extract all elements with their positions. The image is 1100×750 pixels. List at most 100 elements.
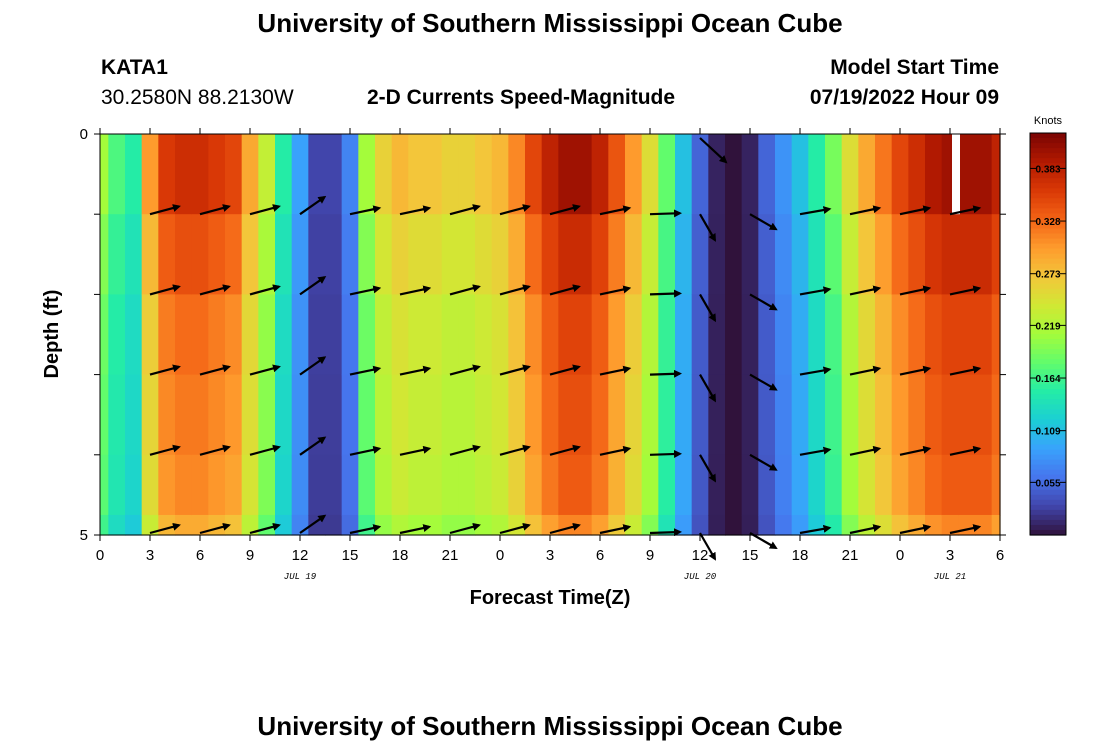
current-vector [399, 365, 432, 376]
heatmap-cell [175, 294, 193, 376]
heatmap-cell [925, 214, 943, 295]
heatmap-cell [691, 214, 709, 295]
heatmap-cell [491, 514, 509, 536]
heatmap-cell [791, 454, 809, 516]
colorbar-segment [1030, 384, 1066, 390]
heatmap-cell [391, 134, 409, 215]
current-vector [549, 284, 581, 296]
heatmap-cell [908, 374, 926, 456]
current-vector [249, 204, 281, 216]
heatmap-cell [891, 514, 909, 536]
heatmap-cell [758, 294, 776, 376]
heatmap-cell [608, 214, 626, 295]
current-vector [799, 286, 832, 296]
colorbar-segment [1030, 288, 1066, 295]
current-vector [599, 524, 632, 535]
current-vector [749, 373, 778, 391]
heatmap-cell [158, 214, 176, 295]
colorbar-segment [1030, 298, 1066, 305]
heatmap-cell [641, 294, 659, 376]
heatmap-cell [775, 214, 793, 295]
heatmap-cell [625, 214, 643, 295]
colorbar-segment [1030, 173, 1066, 179]
heatmap-cell [100, 214, 109, 295]
heatmap-cell [508, 134, 526, 215]
heatmap-cell [475, 294, 493, 376]
heatmap-cell [375, 454, 393, 516]
x-axis: 0 3 6 9 12 15 18 21 0 3 6 9 12 15 18 21 0 3 6 JUL 19 JUL 20 J… [96, 128, 1004, 582]
colorbar-segment [1030, 243, 1066, 250]
heatmap-cell [225, 134, 243, 215]
current-vector [899, 205, 932, 216]
heatmap-cell [608, 134, 626, 215]
heatmap-cell [658, 294, 676, 376]
heatmap-cell [941, 294, 959, 376]
heatmap-cell [458, 214, 476, 295]
heatmap-cell [475, 454, 493, 516]
model-start-time: 07/19/2022 Hour 09 [809, 86, 999, 109]
heatmap-cell [275, 374, 293, 456]
heatmap-cell [741, 134, 759, 215]
colorbar-segment [1030, 394, 1066, 400]
x-tick-label: 6 [996, 547, 1004, 564]
heatmap-cell [108, 294, 126, 376]
heatmap-cell [391, 454, 409, 516]
current-vector [899, 365, 932, 376]
colorbar-segment [1030, 203, 1066, 209]
current-vector [199, 204, 231, 216]
colorbar-segment [1030, 158, 1066, 164]
heatmap-cell [858, 514, 876, 536]
heatmap-cell [675, 294, 693, 376]
colorbar-segment [1030, 389, 1066, 395]
colorbar-segment [1030, 414, 1066, 421]
heatmap-cell [358, 374, 376, 456]
heatmap-cell [408, 214, 426, 295]
heatmap-cell [258, 214, 276, 295]
current-vector [599, 365, 632, 376]
heatmap-cell [408, 294, 426, 376]
heatmap-cell [558, 514, 576, 536]
colorbar-segment [1030, 484, 1066, 491]
heatmap-cell [875, 294, 893, 376]
current-vector [949, 365, 982, 376]
heatmap-cell [458, 454, 476, 516]
current-vector [349, 285, 382, 296]
current-vector [449, 284, 481, 296]
heatmap-cell [841, 214, 859, 295]
heatmap-cell [891, 214, 909, 295]
heatmap-cell [741, 374, 759, 456]
heatmap-cell [708, 134, 726, 215]
heatmap-cell [958, 214, 976, 295]
heatmap-cell [558, 214, 576, 295]
heatmap-cell [608, 514, 626, 536]
heatmap-cell [291, 294, 309, 376]
heatmap-cell [341, 134, 359, 215]
current-vector [849, 524, 882, 535]
current-vector [749, 213, 778, 231]
current-vector [849, 445, 882, 456]
heatmap-cell [441, 514, 459, 536]
heatmap-cell [525, 454, 543, 516]
heatmap-cell [491, 374, 509, 456]
heatmap-cell [908, 214, 926, 295]
heatmap-cell [975, 134, 993, 215]
heatmap-cell [925, 134, 943, 215]
heatmap-cell [225, 214, 243, 295]
heatmap-cell [658, 454, 676, 516]
heatmap-cell [275, 454, 293, 516]
current-vector [499, 204, 531, 216]
heatmap-cell [191, 134, 209, 215]
colorbar-segment [1030, 399, 1066, 405]
heatmap-cell [758, 374, 776, 456]
colorbar-segment [1030, 409, 1066, 416]
heatmap-cell [841, 514, 859, 536]
footer-title: University of Southern Mississippi Ocean… [257, 711, 843, 741]
heatmap-cell [258, 514, 276, 536]
heatmap-cell [475, 134, 493, 215]
heatmap-cell [591, 454, 609, 516]
current-vector [199, 364, 231, 376]
colorbar-segment [1030, 318, 1066, 325]
current-vector [899, 445, 932, 456]
heatmap-cell [575, 214, 593, 295]
